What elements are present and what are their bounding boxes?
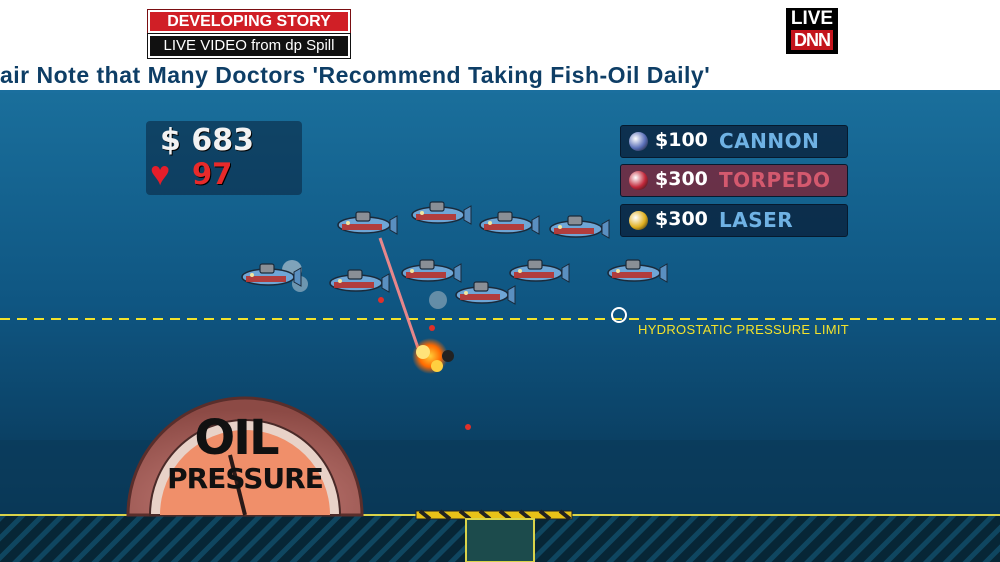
weapon-laser-button[interactable]: $300 LASER	[620, 204, 848, 237]
weapon-cannon-button[interactable]: $100 CANNON	[620, 125, 848, 158]
submarine-icon	[476, 206, 540, 236]
network-name: DNN	[791, 30, 833, 50]
submarine-icon	[408, 196, 472, 226]
network-logo: LIVE DNN	[786, 8, 838, 54]
pressure-limit-label: HYDROSTATIC PRESSURE LIMIT	[638, 322, 850, 337]
submarine-icon	[452, 276, 516, 306]
submarine-icon	[506, 254, 570, 284]
laser-orb-icon	[629, 211, 648, 230]
weapon-name: CANNON	[719, 129, 820, 153]
submarine-icon	[546, 210, 610, 240]
live-video-label: LIVE VIDEO from dp Spill	[147, 33, 351, 59]
weapon-price: $300	[655, 168, 708, 190]
weapon-torpedo-button[interactable]: $300 TORPEDO	[620, 164, 848, 197]
gauge-title-pressure: PRESSURE	[167, 462, 324, 495]
submarine-icon	[238, 258, 302, 288]
money-counter: $ 683	[160, 123, 254, 158]
submarine-icon	[326, 264, 390, 294]
weapon-name: LASER	[719, 208, 794, 232]
developing-story-label: DEVELOPING STORY	[147, 9, 351, 34]
player-stats-panel: $ 683 ♥ 97	[146, 121, 302, 195]
submarine-icon	[398, 254, 462, 284]
gauge-title-oil: OIL	[194, 410, 279, 466]
weapon-price: $300	[655, 208, 708, 230]
ticker-text: air Note that Many Doctors 'Recommend Ta…	[0, 62, 711, 88]
cannon-orb-icon	[629, 132, 648, 151]
heart-icon: ♥	[150, 155, 171, 193]
weapon-name: TORPEDO	[719, 168, 831, 192]
weapon-price: $100	[655, 129, 708, 151]
torpedo-orb-icon	[629, 171, 648, 190]
developing-story-badge: DEVELOPING STORY LIVE VIDEO from dp Spil…	[147, 9, 351, 59]
submarine-icon	[604, 254, 668, 284]
health-counter: 97	[192, 157, 233, 191]
submarine-icon	[334, 206, 398, 236]
live-label: LIVE	[790, 8, 834, 29]
news-ticker: air Note that Many Doctors 'Recommend Ta…	[0, 60, 1000, 93]
